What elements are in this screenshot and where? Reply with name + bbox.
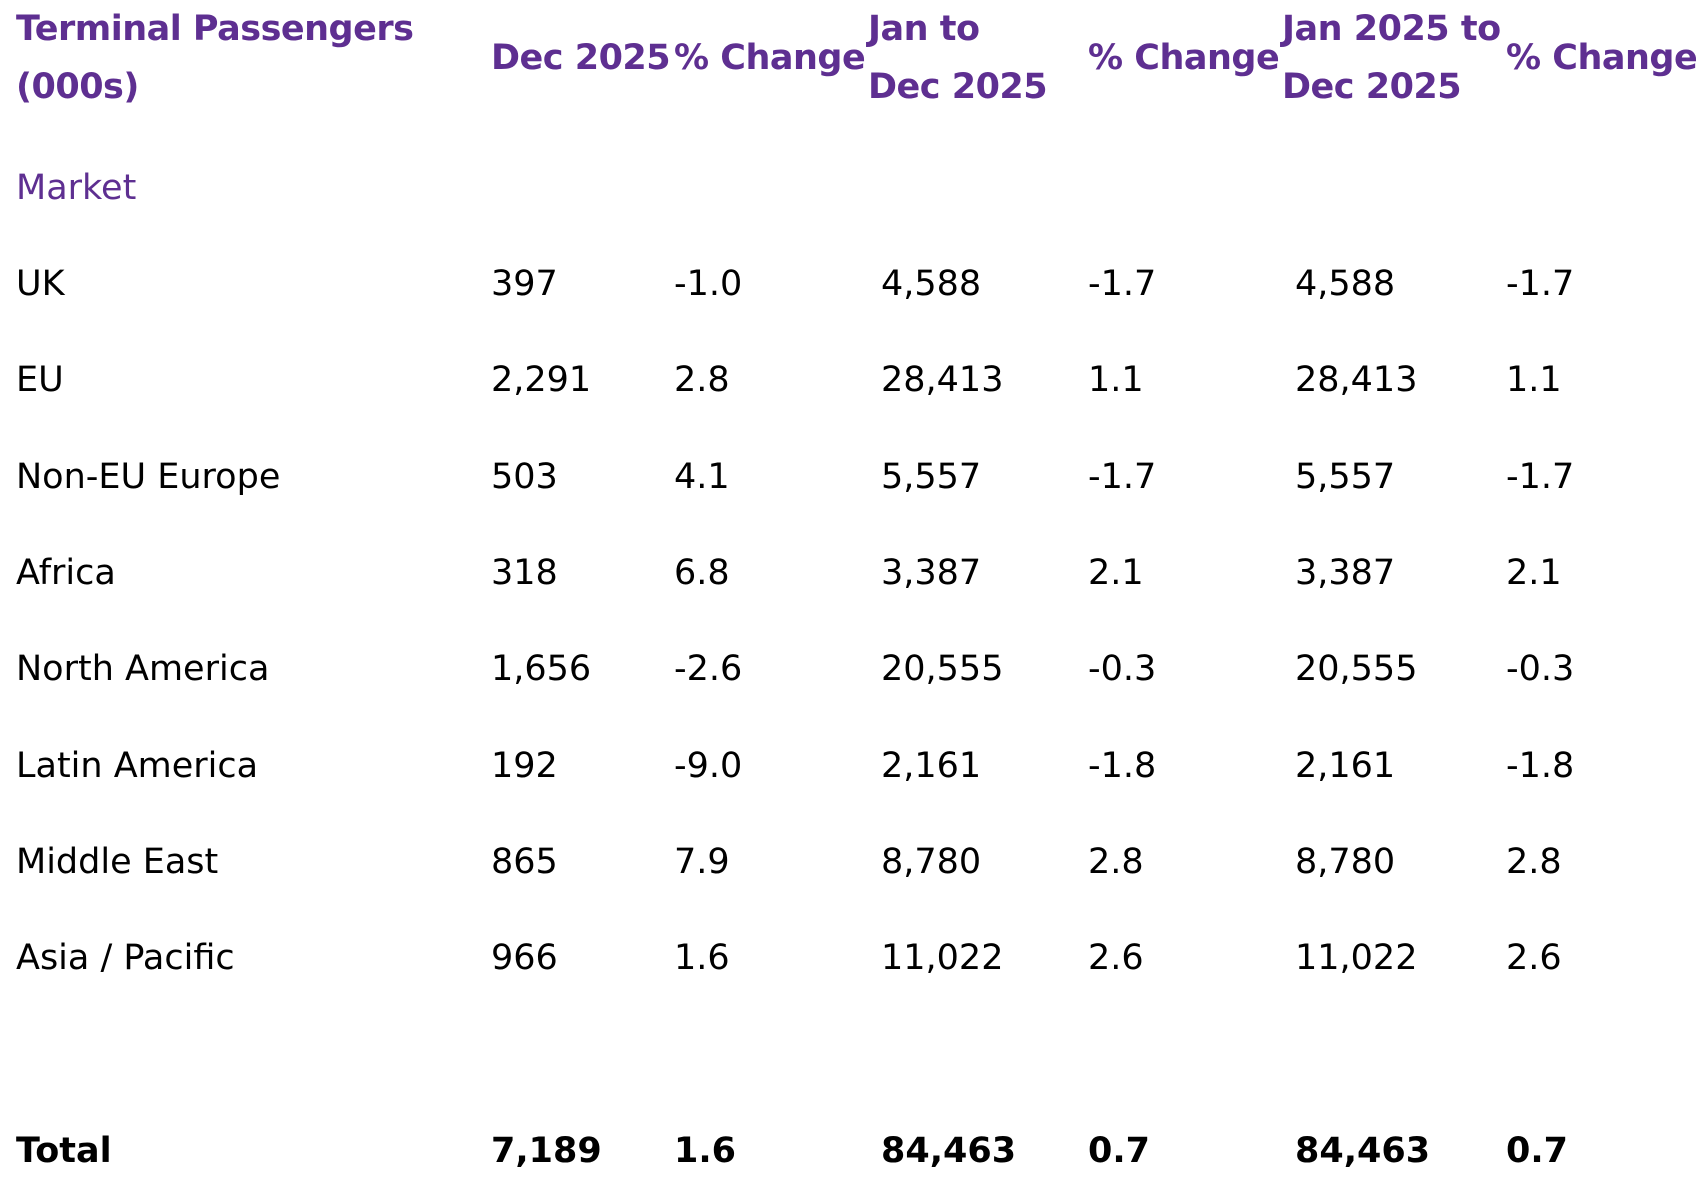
- cell-jan-to-dec: 4,588: [881, 264, 982, 304]
- header-pct-change-3: % Change: [1506, 38, 1696, 78]
- cell-pct-change-1: 1.6: [674, 938, 730, 978]
- cell-dec-2025: 503: [491, 457, 558, 497]
- cell-jan-to-dec: 8,780: [881, 842, 982, 882]
- header-pct-change-2: % Change: [1088, 38, 1280, 78]
- row-label: UK: [16, 264, 65, 304]
- cell-pct-change-1: -2.6: [674, 649, 743, 689]
- total-label: Total: [16, 1131, 112, 1171]
- cell-pct-change-3: 2.8: [1506, 842, 1562, 882]
- cell-pct-change-3: 2.1: [1506, 553, 1562, 593]
- total-pct-change-3: 0.7: [1506, 1131, 1569, 1171]
- cell-jan-2025-to-dec: 4,588: [1295, 264, 1396, 304]
- total-jan-2025-to-dec: 84,463: [1295, 1131, 1431, 1171]
- header-dec-2025: Dec 2025: [491, 38, 671, 78]
- header-jan-to-dec-line1: Jan to: [868, 9, 980, 49]
- row-label: Africa: [16, 553, 116, 593]
- cell-pct-change-3: -1.8: [1506, 746, 1575, 786]
- row-label: Asia / Pacific: [16, 938, 235, 978]
- cell-pct-change-2: -1.8: [1088, 746, 1157, 786]
- cell-pct-change-1: -9.0: [674, 746, 743, 786]
- header-title: Terminal Passengers (000s): [16, 0, 414, 116]
- total-pct-change-1: 1.6: [674, 1131, 737, 1171]
- cell-dec-2025: 966: [491, 938, 558, 978]
- cell-jan-to-dec: 11,022: [881, 938, 1004, 978]
- cell-pct-change-1: 2.8: [674, 360, 730, 400]
- cell-pct-change-2: 2.6: [1088, 938, 1144, 978]
- cell-jan-to-dec: 20,555: [881, 649, 1004, 689]
- cell-dec-2025: 2,291: [491, 360, 592, 400]
- row-label: Latin America: [16, 746, 259, 786]
- cell-pct-change-1: 7.9: [674, 842, 730, 882]
- cell-pct-change-1: 4.1: [674, 457, 730, 497]
- header-jan-2025-to-dec-line2: Dec 2025: [1282, 67, 1462, 107]
- cell-jan-2025-to-dec: 5,557: [1295, 457, 1396, 497]
- cell-jan-2025-to-dec: 11,022: [1295, 938, 1418, 978]
- cell-pct-change-2: -0.3: [1088, 649, 1157, 689]
- header-title-line2: (000s): [16, 67, 139, 107]
- cell-dec-2025: 397: [491, 264, 558, 304]
- cell-dec-2025: 1,656: [491, 649, 592, 689]
- cell-jan-2025-to-dec: 8,780: [1295, 842, 1396, 882]
- cell-pct-change-2: 1.1: [1088, 360, 1144, 400]
- cell-pct-change-3: -1.7: [1506, 457, 1575, 497]
- section-label-market: Market: [16, 168, 137, 208]
- cell-jan-2025-to-dec: 3,387: [1295, 553, 1396, 593]
- row-label: North America: [16, 649, 270, 689]
- cell-pct-change-2: 2.1: [1088, 553, 1144, 593]
- cell-pct-change-3: 1.1: [1506, 360, 1562, 400]
- cell-jan-to-dec: 2,161: [881, 746, 982, 786]
- header-jan-2025-to-dec-line1: Jan 2025 to: [1282, 9, 1501, 49]
- cell-jan-to-dec: 3,387: [881, 553, 982, 593]
- cell-jan-2025-to-dec: 28,413: [1295, 360, 1418, 400]
- cell-pct-change-1: 6.8: [674, 553, 730, 593]
- cell-pct-change-2: 2.8: [1088, 842, 1144, 882]
- cell-dec-2025: 318: [491, 553, 558, 593]
- cell-jan-2025-to-dec: 2,161: [1295, 746, 1396, 786]
- row-label: EU: [16, 360, 64, 400]
- header-title-line1: Terminal Passengers: [16, 9, 414, 49]
- total-jan-to-dec: 84,463: [881, 1131, 1017, 1171]
- total-pct-change-2: 0.7: [1088, 1131, 1151, 1171]
- header-jan-to-dec-line2: Dec 2025: [868, 67, 1048, 107]
- cell-pct-change-3: -0.3: [1506, 649, 1575, 689]
- cell-pct-change-2: -1.7: [1088, 457, 1157, 497]
- cell-pct-change-3: -1.7: [1506, 264, 1575, 304]
- cell-pct-change-1: -1.0: [674, 264, 743, 304]
- cell-dec-2025: 192: [491, 746, 558, 786]
- cell-dec-2025: 865: [491, 842, 558, 882]
- cell-pct-change-2: -1.7: [1088, 264, 1157, 304]
- header-jan-to-dec: Jan to Dec 2025: [868, 0, 1048, 116]
- row-label: Middle East: [16, 842, 219, 882]
- total-dec-2025: 7,189: [491, 1131, 602, 1171]
- cell-jan-to-dec: 28,413: [881, 360, 1004, 400]
- header-pct-change-1: % Change: [674, 38, 866, 78]
- cell-jan-2025-to-dec: 20,555: [1295, 649, 1418, 689]
- header-jan-2025-to-dec: Jan 2025 to Dec 2025: [1282, 0, 1501, 116]
- cell-jan-to-dec: 5,557: [881, 457, 982, 497]
- row-label: Non-EU Europe: [16, 457, 281, 497]
- cell-pct-change-3: 2.6: [1506, 938, 1562, 978]
